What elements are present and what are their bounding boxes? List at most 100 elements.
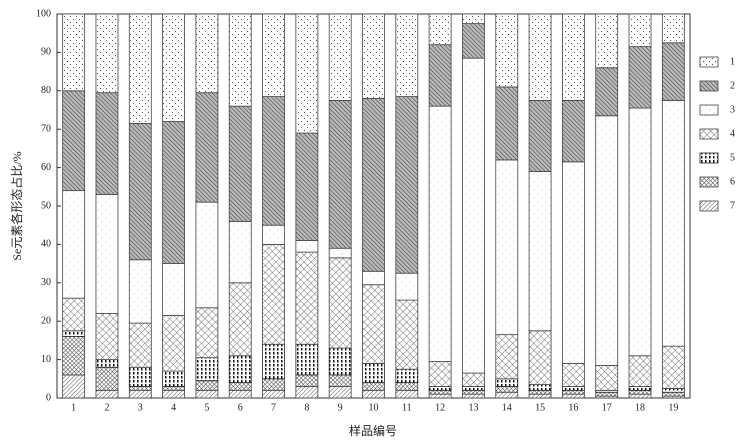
bar-segment (62, 330, 86, 337)
bar-segment (462, 372, 485, 387)
legend-label: 4 (730, 128, 735, 139)
y-tick-label: 70 (41, 123, 51, 134)
bar-segment (62, 90, 86, 192)
bar-segment (128, 322, 152, 368)
bar-segment (228, 389, 252, 399)
bar-segment (162, 389, 186, 399)
bar-segment (395, 382, 419, 391)
bar-segment (495, 86, 519, 161)
bar-segment (595, 13, 619, 69)
bar-segment (195, 380, 219, 391)
bar-segment (162, 263, 186, 316)
bar-segment (262, 343, 285, 380)
bar-segment (561, 386, 585, 391)
bar-segment (195, 307, 219, 359)
bar-segment (428, 389, 452, 395)
bar-segment (595, 67, 619, 117)
bar-segment (628, 107, 652, 357)
y-tick-label: 30 (41, 277, 51, 288)
bar-segment (262, 224, 285, 245)
bar-segment (628, 46, 652, 109)
bar-segment (95, 359, 119, 368)
bar-segment (262, 243, 285, 345)
bar-segment (195, 357, 219, 382)
bar-segment (62, 297, 86, 332)
legend-swatch (699, 104, 719, 116)
bar-segment (395, 13, 419, 97)
bar-segment (228, 355, 252, 384)
bar-segment (328, 100, 352, 249)
bar-segment (462, 23, 485, 59)
x-tick-label: 18 (635, 402, 645, 413)
bar-segment (428, 13, 452, 46)
x-tick-label: 7 (271, 402, 276, 413)
y-tick-label: 100 (36, 8, 51, 19)
bar-segment (95, 92, 119, 195)
bar-segment (495, 378, 519, 387)
bar-segment (295, 251, 319, 345)
bar-segment (628, 389, 652, 395)
bar-segment (195, 13, 219, 94)
bar-segment (262, 378, 285, 391)
legend-swatch (699, 56, 719, 68)
legend-label: 6 (730, 176, 735, 187)
bar-segment (195, 389, 219, 399)
bar-segment (362, 284, 385, 364)
bar-segment (262, 389, 285, 399)
x-axis-label: 样品编号 (349, 423, 397, 438)
x-tick-label: 11 (402, 402, 412, 413)
bar-segment (661, 345, 685, 389)
bar-segment (62, 374, 86, 399)
bar-segment (628, 13, 652, 48)
bar-segment (362, 270, 385, 286)
bar-segment (661, 391, 685, 397)
bar-segment (95, 366, 119, 391)
bar-segment (561, 161, 585, 364)
y-tick-label: 20 (41, 315, 51, 326)
x-tick-label: 13 (468, 402, 478, 413)
bar-segment (328, 247, 352, 259)
bar-segment (295, 13, 319, 134)
x-tick-label: 10 (369, 402, 379, 413)
bar-segment (362, 382, 385, 391)
x-tick-label: 15 (535, 402, 545, 413)
bar-segment (328, 257, 352, 349)
bar-segment (262, 96, 285, 226)
bar-segment (62, 336, 86, 376)
bar-segment (362, 98, 385, 272)
bar-segment (528, 330, 552, 385)
bar-segment (362, 389, 385, 399)
bar-segment (495, 386, 519, 393)
bar-segment (295, 386, 319, 399)
bar-segment (162, 386, 186, 391)
bar-segment (128, 13, 152, 124)
bar-segment (462, 57, 485, 374)
bar-segment (528, 13, 552, 101)
bar-segment (528, 393, 552, 399)
bar-segment (162, 13, 186, 122)
bar-segment (561, 100, 585, 163)
bar-segment (328, 13, 352, 101)
bar-segment (228, 220, 252, 284)
bar-segment (595, 115, 619, 366)
bar-segment (295, 374, 319, 387)
bar-segment (328, 374, 352, 387)
bar-segment (395, 368, 419, 384)
bar-segment (495, 334, 519, 380)
bar-segment (195, 201, 219, 309)
bar-segment (95, 194, 119, 314)
bar-segment (62, 13, 86, 92)
bar-segment (495, 159, 519, 336)
bar-segment (595, 391, 619, 397)
bar-segment (462, 386, 485, 391)
x-tick-label: 16 (568, 402, 578, 413)
bar-segment (561, 389, 585, 395)
bar-segment (495, 13, 519, 88)
legend-swatch (699, 200, 719, 212)
bar-segment (128, 366, 152, 387)
bar-segment (95, 389, 119, 399)
x-tick-label: 6 (238, 402, 243, 413)
bar-segment (528, 389, 552, 395)
bar-segment (661, 42, 685, 101)
bar-segment (528, 384, 552, 391)
